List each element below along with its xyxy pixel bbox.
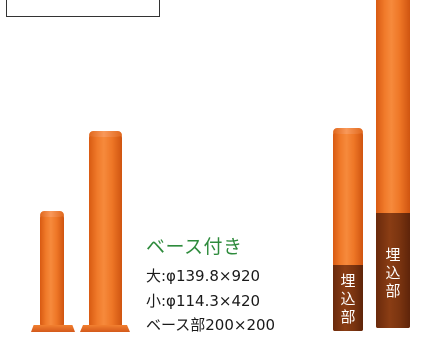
post-cap	[89, 131, 122, 137]
embedded-char: 部	[385, 282, 401, 300]
small-post-with-base	[40, 211, 64, 326]
embedded-char: 埋	[385, 246, 401, 264]
caption-heading: ベース付き	[146, 236, 243, 258]
spec-small: 小:φ114.3×420	[146, 292, 261, 310]
embedded-char: 部	[340, 308, 356, 326]
embedded-char: 埋	[340, 272, 356, 290]
small-post-base-plate	[31, 325, 75, 332]
large-post-base-plate	[80, 325, 130, 332]
large-post-with-base	[89, 131, 122, 327]
tall-embedded-post: 埋 込 部	[376, 0, 410, 328]
spec-base: ベース部200×200	[146, 316, 276, 334]
post-cap	[333, 128, 363, 134]
small-embedded-label: 埋 込 部	[333, 272, 363, 326]
spec-large: 大:φ139.8×920	[146, 267, 261, 285]
small-embedded-post: 埋 込 部	[333, 128, 363, 331]
small-embedded-section: 埋 込 部	[333, 265, 363, 331]
top-frame-box	[6, 0, 160, 17]
embedded-char: 込	[340, 290, 356, 308]
tall-embedded-label: 埋 込 部	[376, 246, 410, 300]
embedded-char: 込	[385, 264, 401, 282]
post-cap	[40, 211, 64, 217]
tall-embedded-section: 埋 込 部	[376, 213, 410, 328]
